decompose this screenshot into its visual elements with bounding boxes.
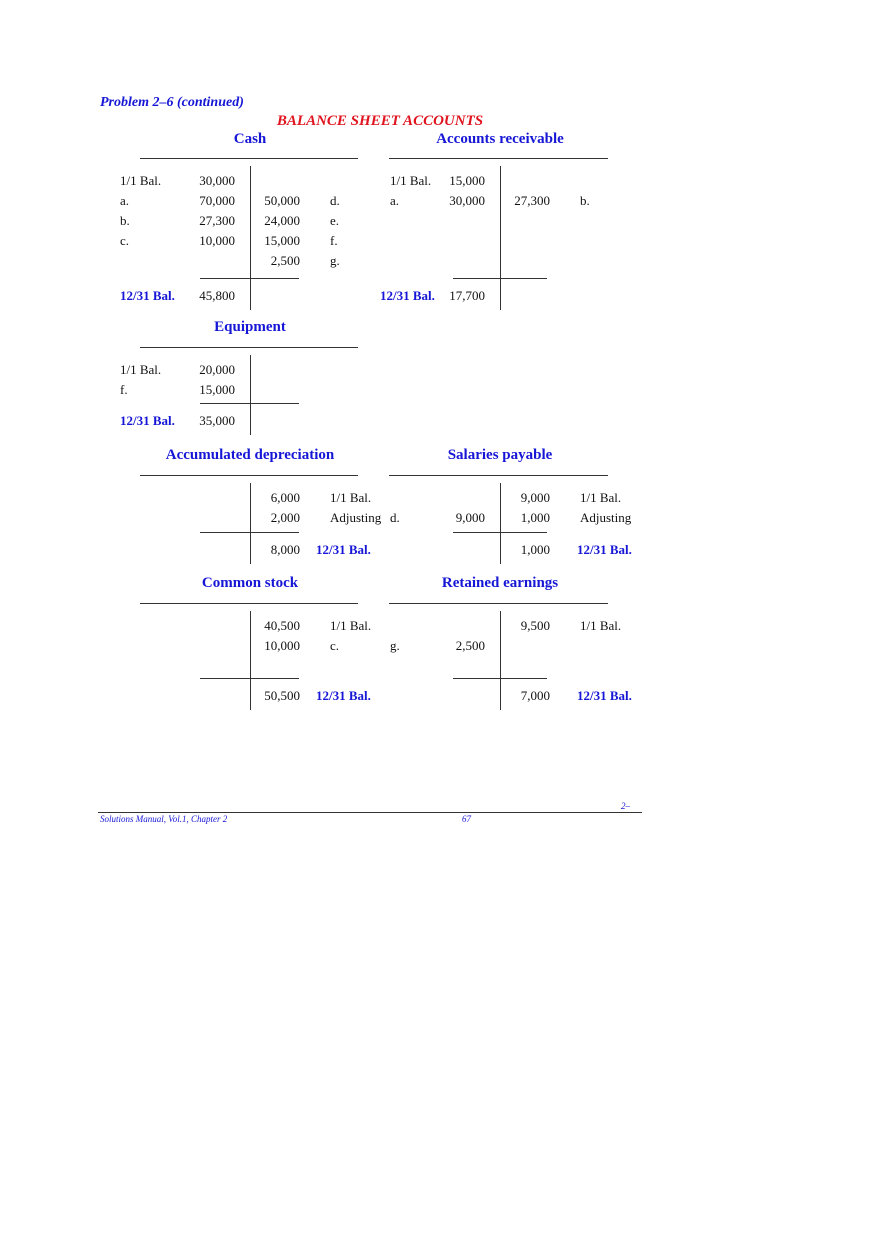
account-divider	[500, 611, 501, 710]
balance-label: 12/31 Bal.	[120, 413, 175, 428]
balance-label: 12/31 Bal.	[316, 688, 371, 703]
credit-label: 1/1 Bal.	[330, 490, 372, 505]
balance-amount: 7,000	[520, 688, 550, 703]
account-subtotal-rule	[453, 678, 547, 679]
debit-label: b.	[120, 213, 130, 228]
credit-label: Adjusting	[580, 510, 632, 525]
debit-amount: 10,000	[199, 233, 235, 248]
account-title: Accounts receivable	[436, 131, 564, 147]
page-number: 67	[462, 814, 471, 824]
balance-label: 12/31 Bal.	[577, 688, 632, 703]
account-subtotal-rule	[200, 532, 299, 533]
problem-heading: Problem 2–6 (continued)	[100, 95, 244, 110]
credit-label: c.	[330, 638, 340, 653]
account-title: Cash	[233, 131, 267, 147]
credit-amount: 10,000	[264, 638, 300, 653]
account-title: Common stock	[201, 575, 299, 591]
footer-source: Solutions Manual, Vol.1, Chapter 2	[100, 814, 228, 824]
balance-amount: 17,700	[449, 288, 485, 303]
credit-label: 1/1 Bal.	[330, 618, 372, 633]
account-top-rule	[140, 347, 358, 348]
account-subtotal-rule	[453, 278, 547, 279]
balance-amount: 8,000	[270, 542, 300, 557]
credit-label: Adjusting	[330, 510, 382, 525]
footer-rule	[98, 812, 642, 813]
credit-amount: 9,000	[520, 490, 550, 505]
account-subtotal-rule	[200, 403, 299, 404]
account-title: Salaries payable	[447, 447, 553, 463]
balance-amount: 1,000	[520, 542, 550, 557]
debit-label: g.	[390, 638, 400, 653]
credit-amount: 2,000	[270, 510, 300, 525]
account-top-rule	[389, 603, 608, 604]
credit-label: b.	[580, 193, 590, 208]
credit-amount: 2,500	[270, 253, 300, 268]
debit-amount: 20,000	[199, 362, 235, 377]
debit-amount: 15,000	[449, 173, 485, 188]
debit-label: c.	[120, 233, 130, 248]
debit-amount: 15,000	[199, 382, 235, 397]
credit-amount: 50,000	[264, 193, 300, 208]
balance-label: 12/31 Bal.	[577, 542, 632, 557]
debit-label: d.	[390, 510, 400, 525]
debit-amount: 70,000	[199, 193, 235, 208]
debit-label: 1/1 Bal.	[120, 362, 162, 377]
debit-amount: 9,000	[455, 510, 485, 525]
balance-amount: 45,800	[199, 288, 235, 303]
account-divider	[250, 355, 251, 435]
debit-label: a.	[390, 193, 400, 208]
account-title: Retained earnings	[441, 575, 559, 591]
debit-label: 1/1 Bal.	[120, 173, 162, 188]
balance-amount: 35,000	[199, 413, 235, 428]
credit-amount: 15,000	[264, 233, 300, 248]
balance-amount: 50,500	[264, 688, 300, 703]
credit-amount: 24,000	[264, 213, 300, 228]
credit-amount: 27,300	[514, 193, 550, 208]
account-top-rule	[389, 475, 608, 476]
balance-label: 12/31 Bal.	[316, 542, 371, 557]
account-top-rule	[389, 158, 608, 159]
account-top-rule	[140, 158, 358, 159]
credit-label: e.	[330, 213, 340, 228]
credit-label: 1/1 Bal.	[580, 490, 622, 505]
credit-amount: 40,500	[264, 618, 300, 633]
account-divider	[250, 166, 251, 310]
section-heading: BALANCE SHEET ACCOUNTS	[276, 113, 484, 129]
chapter-mark: 2–	[621, 801, 630, 811]
account-title: Accumulated depreciation	[165, 447, 335, 463]
account-divider	[250, 483, 251, 564]
debit-amount: 2,500	[455, 638, 485, 653]
credit-amount: 1,000	[520, 510, 550, 525]
credit-amount: 9,500	[520, 618, 550, 633]
credit-label: f.	[330, 233, 338, 248]
account-top-rule	[140, 475, 358, 476]
debit-amount: 30,000	[199, 173, 235, 188]
debit-amount: 30,000	[449, 193, 485, 208]
credit-label: g.	[330, 253, 340, 268]
account-divider	[250, 611, 251, 710]
debit-label: a.	[120, 193, 130, 208]
balance-label: 12/31 Bal.	[120, 288, 175, 303]
debit-label: 1/1 Bal.	[390, 173, 432, 188]
account-subtotal-rule	[453, 532, 547, 533]
debit-amount: 27,300	[199, 213, 235, 228]
balance-label: 12/31 Bal.	[380, 288, 435, 303]
credit-amount: 6,000	[270, 490, 300, 505]
credit-label: d.	[330, 193, 340, 208]
credit-label: 1/1 Bal.	[580, 618, 622, 633]
account-divider	[500, 166, 501, 310]
debit-label: f.	[120, 382, 128, 397]
account-divider	[500, 483, 501, 564]
account-title: Equipment	[214, 319, 286, 335]
account-subtotal-rule	[200, 278, 299, 279]
account-subtotal-rule	[200, 678, 299, 679]
account-top-rule	[140, 603, 358, 604]
